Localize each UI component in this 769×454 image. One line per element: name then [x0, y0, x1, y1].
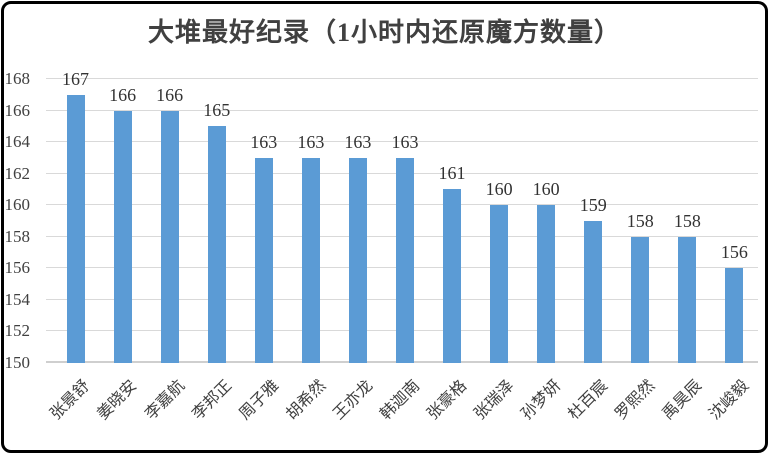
bar-slot: 163 [287, 79, 334, 363]
y-axis-tick-label: 166 [4, 100, 31, 120]
bar-value-label: 158 [626, 210, 654, 231]
bar [207, 126, 226, 363]
x-axis-category-label: 张景舒 [47, 377, 94, 424]
x-axis-category-label: 韩迦南 [377, 377, 424, 424]
bar [113, 110, 132, 363]
bar [537, 205, 556, 363]
bar [254, 157, 273, 363]
bar [160, 110, 179, 363]
bar-value-label: 161 [438, 163, 466, 184]
bar-slot: 158 [617, 79, 664, 363]
x-axis-category-label: 孙梦妍 [518, 377, 565, 424]
bar-slot: 166 [99, 79, 146, 363]
x-axis-category-label: 张豪格 [424, 377, 471, 424]
bar-value-label: 156 [720, 242, 748, 263]
bar-value-label: 163 [391, 131, 419, 152]
bar-slot: 158 [664, 79, 711, 363]
bar-slot: 166 [146, 79, 193, 363]
x-axis-category-label: 李邦正 [188, 377, 235, 424]
bar-value-label: 163 [250, 131, 278, 152]
bar [348, 157, 367, 363]
y-axis-tick-label: 158 [4, 226, 31, 246]
y-axis-tick-label: 150 [4, 353, 31, 372]
bar-slot: 163 [381, 79, 428, 363]
x-axis-category-label: 张瑞泽 [471, 377, 518, 424]
gridline [46, 141, 758, 143]
bar [725, 268, 744, 363]
gridline [46, 78, 758, 79]
bar [443, 189, 462, 363]
bar-slot: 167 [52, 69, 99, 363]
bar-slot: 160 [476, 79, 523, 363]
bar-value-label: 158 [673, 210, 701, 231]
x-axis-category-label: 姜晓安 [94, 377, 141, 424]
bar-value-label: 159 [579, 195, 607, 215]
bar-slot: 159 [570, 79, 617, 363]
bar-value-label: 163 [344, 131, 372, 152]
bar-slot: 156 [711, 79, 758, 363]
y-axis-tick-label: 164 [4, 132, 31, 152]
bar-value-label: 167 [62, 68, 90, 89]
bar [631, 236, 650, 363]
bar [66, 94, 85, 363]
bar-slot: 163 [334, 79, 381, 363]
bar [678, 236, 697, 363]
x-axis-category-label: 周子雅 [235, 377, 282, 424]
bars-row: 167 166 166 165 163 163 163 163 161 160 160 159 158 1… [52, 69, 758, 363]
y-axis-tick-label: 154 [4, 289, 31, 309]
bar-value-label: 163 [297, 131, 325, 152]
bar-slot: 161 [429, 79, 476, 363]
x-axis-category-label: 禹昊辰 [659, 377, 706, 424]
bar-value-label: 160 [532, 179, 560, 200]
gridline [46, 109, 758, 111]
x-axis-category-label: 李嘉航 [141, 377, 188, 424]
bar-value-label: 165 [203, 100, 231, 121]
y-axis-tick-label: 168 [4, 69, 31, 88]
bar-slot: 163 [240, 79, 287, 363]
bar-slot: 165 [193, 79, 240, 363]
bar-value-label: 166 [109, 84, 137, 105]
bar [584, 221, 603, 363]
x-axis-category-label: 罗熙然 [612, 377, 659, 424]
y-axis-tick-label: 156 [4, 258, 31, 278]
bar [301, 157, 320, 363]
x-axis-category-label: 沈峻毅 [706, 377, 753, 424]
bar [395, 157, 414, 363]
chart-title: 大堆最好纪录（1小时内还原魔方数量） [147, 18, 621, 47]
x-axis-category-labels: 张景舒 姜晓安 李嘉航 李邦正 周子雅 胡希然 王亦龙 韩迦南 张豪格 张瑞泽 孙梦妍 杜百宸 罗熙然禹… [48, 365, 758, 450]
y-axis-tick-label: 152 [4, 321, 31, 341]
bar-slot: 160 [523, 79, 570, 363]
bar [490, 205, 509, 363]
y-axis-tick-label: 162 [4, 163, 31, 183]
plot-area: 150 152 154 156 158 160 162 164 166 168 167 166 166… [5, 69, 758, 371]
x-axis-category-label: 王亦龙 [330, 377, 377, 424]
bar-value-label: 160 [485, 179, 513, 200]
x-label-slot: 沈峻毅 [707, 365, 758, 450]
x-axis-category-label: 胡希然 [283, 377, 329, 424]
y-axis-tick-label: 160 [4, 195, 31, 215]
x-axis-category-label: 杜百宸 [565, 377, 612, 424]
bar-value-label: 166 [156, 84, 184, 105]
